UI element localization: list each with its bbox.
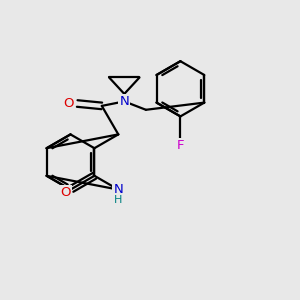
Text: F: F xyxy=(177,140,184,152)
Text: O: O xyxy=(64,97,74,110)
Text: N: N xyxy=(113,183,123,196)
Text: N: N xyxy=(119,95,129,108)
Text: O: O xyxy=(60,186,70,199)
Text: H: H xyxy=(114,195,122,205)
